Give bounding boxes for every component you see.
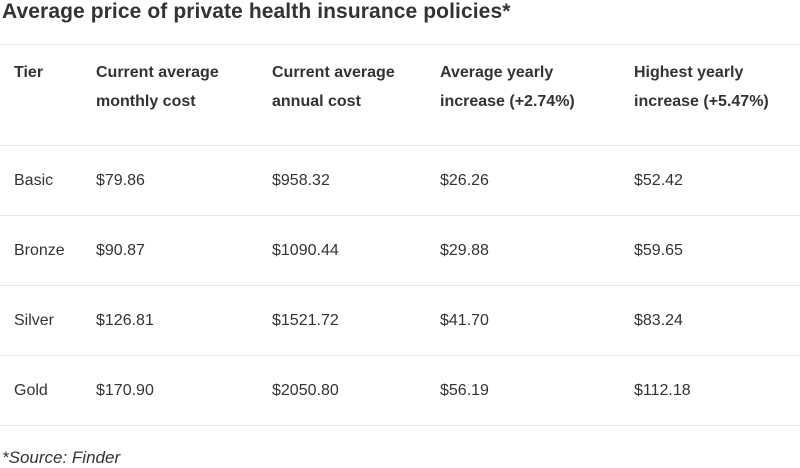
header-highest-increase-line2: increase (+5.47%) — [634, 93, 769, 110]
header-highest-increase-line1: Highest yearly — [634, 64, 744, 81]
cell-average-increase: $26.26 — [440, 145, 633, 216]
cell-average-increase: $29.88 — [440, 215, 633, 286]
table-row: Bronze $90.87 $1090.44 $29.88 $59.65 — [0, 215, 800, 286]
cell-average-increase: $41.70 — [440, 285, 633, 356]
insurance-price-table: Tier Current average monthly cost Curren… — [0, 45, 800, 426]
header-average-increase-line2: increase (+2.74%) — [440, 93, 575, 110]
table-row: Gold $170.90 $2050.80 $56.19 $112.18 — [0, 355, 800, 426]
header-average-increase-line1: Average yearly — [440, 64, 554, 81]
cell-highest-increase: $59.65 — [633, 215, 800, 286]
cell-monthly-cost: $79.86 — [94, 145, 271, 216]
header-highest-increase: Highest yearly increase (+5.47%) — [633, 45, 800, 146]
cell-annual-cost: $958.32 — [271, 145, 440, 216]
title-divider — [0, 44, 800, 45]
source-note: *Source: Finder — [2, 448, 121, 467]
cell-annual-cost: $2050.80 — [271, 355, 440, 426]
header-annual-cost: Current average annual cost — [271, 45, 440, 146]
header-monthly-cost-line1: Current average — [96, 64, 219, 81]
header-annual-cost-line1: Current average — [272, 64, 395, 81]
cell-tier: Bronze — [0, 215, 94, 286]
cell-monthly-cost: $170.90 — [94, 355, 271, 426]
header-monthly-cost: Current average monthly cost — [94, 45, 271, 146]
header-tier-line1: Tier — [14, 64, 44, 81]
cell-monthly-cost: $90.87 — [94, 215, 271, 286]
cell-average-increase: $56.19 — [440, 355, 633, 426]
cell-annual-cost: $1521.72 — [271, 285, 440, 356]
table-header-row: Tier Current average monthly cost Curren… — [0, 45, 800, 146]
cell-highest-increase: $112.18 — [633, 355, 800, 426]
cell-tier: Gold — [0, 355, 94, 426]
table-row: Basic $79.86 $958.32 $26.26 $52.42 — [0, 145, 800, 216]
cell-highest-increase: $52.42 — [633, 145, 800, 216]
header-annual-cost-line2: annual cost — [272, 93, 361, 110]
cell-monthly-cost: $126.81 — [94, 285, 271, 356]
header-average-increase: Average yearly increase (+2.74%) — [440, 45, 633, 146]
cell-tier: Silver — [0, 285, 94, 356]
cell-tier: Basic — [0, 145, 94, 216]
table-row: Silver $126.81 $1521.72 $41.70 $83.24 — [0, 285, 800, 356]
cell-annual-cost: $1090.44 — [271, 215, 440, 286]
header-monthly-cost-line2: monthly cost — [96, 93, 196, 110]
page-title: Average price of private health insuranc… — [2, 0, 511, 23]
header-tier: Tier — [0, 45, 94, 146]
cell-highest-increase: $83.24 — [633, 285, 800, 356]
